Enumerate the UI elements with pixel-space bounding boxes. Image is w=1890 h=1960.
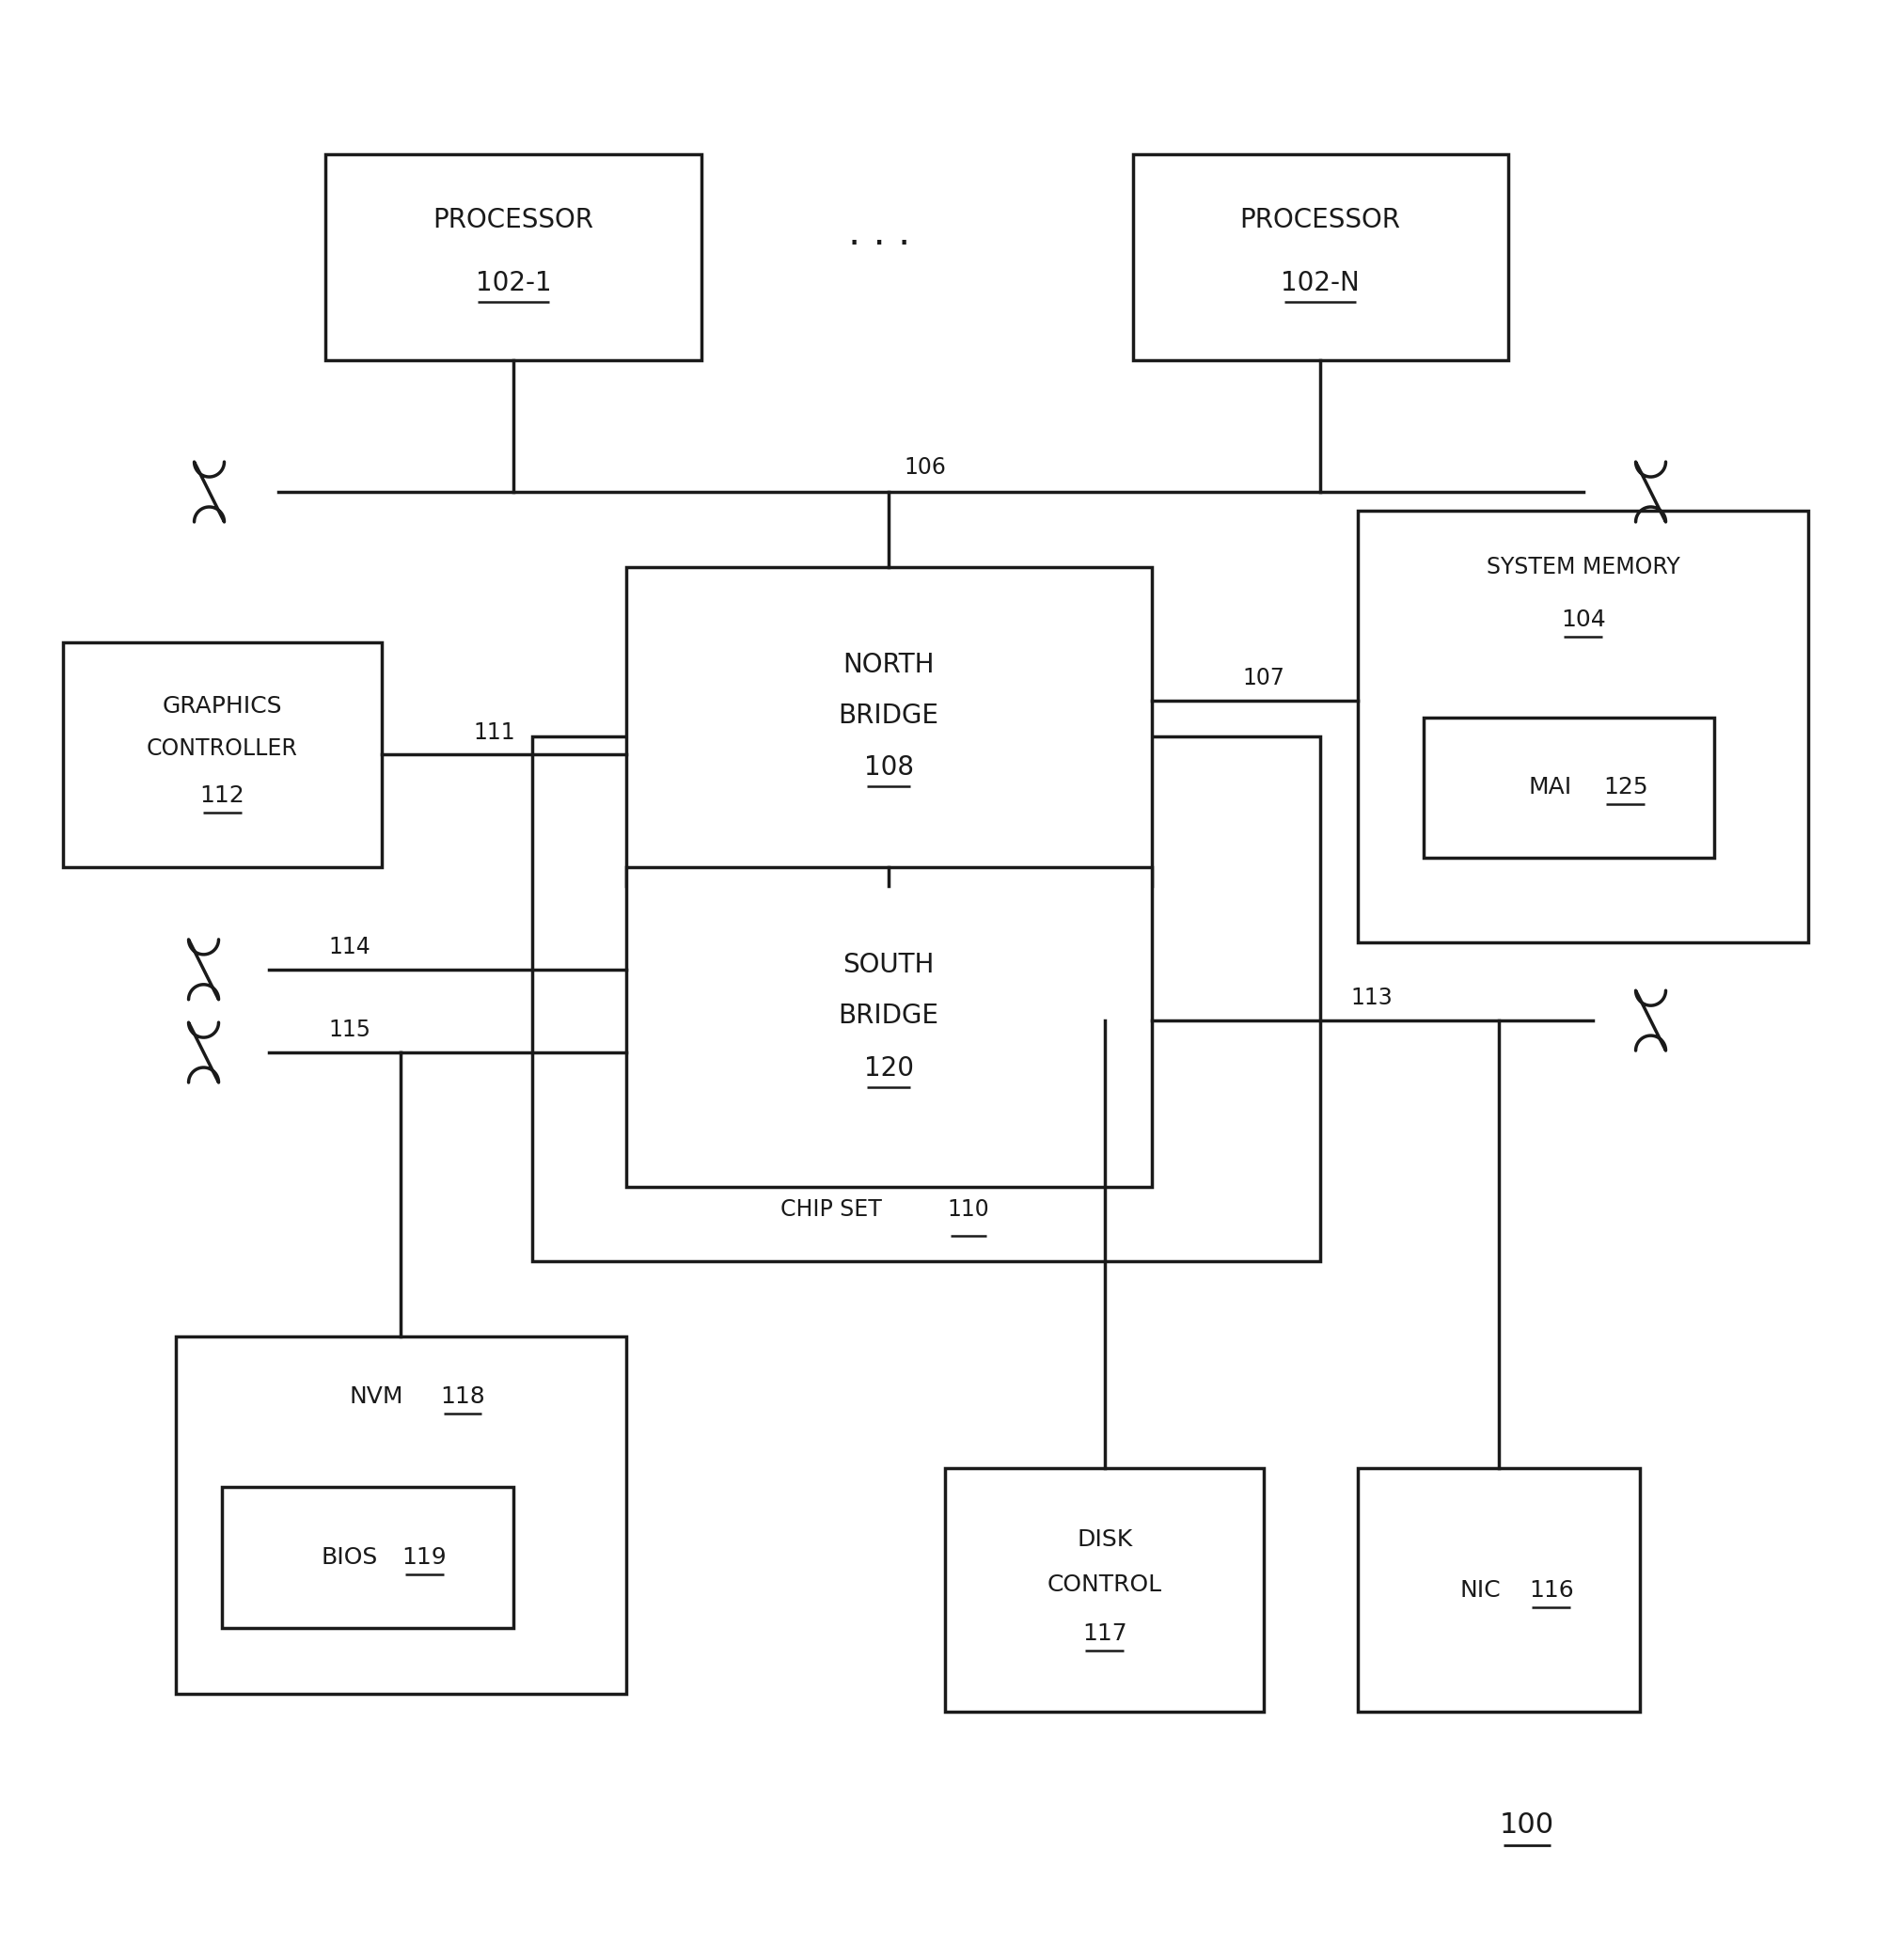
Bar xyxy=(1423,717,1714,858)
Text: MAI: MAI xyxy=(1529,776,1572,800)
Bar xyxy=(325,155,701,361)
Text: 108: 108 xyxy=(864,755,913,780)
Text: GRAPHICS: GRAPHICS xyxy=(163,694,282,717)
Text: PROCESSOR: PROCESSOR xyxy=(433,206,593,233)
Text: 116: 116 xyxy=(1529,1580,1574,1601)
Text: 112: 112 xyxy=(200,784,246,808)
Text: DISK: DISK xyxy=(1077,1529,1132,1550)
Bar xyxy=(1132,155,1508,361)
Text: 107: 107 xyxy=(1244,666,1285,690)
Text: SYSTEM MEMORY: SYSTEM MEMORY xyxy=(1486,557,1680,578)
Text: 125: 125 xyxy=(1603,776,1648,800)
Text: SOUTH: SOUTH xyxy=(843,953,934,978)
Text: BRIDGE: BRIDGE xyxy=(839,1002,939,1029)
Text: 110: 110 xyxy=(947,1198,990,1221)
Text: . . .: . . . xyxy=(849,214,911,253)
Bar xyxy=(223,1488,514,1627)
Text: 120: 120 xyxy=(864,1054,913,1082)
Text: PROCESSOR: PROCESSOR xyxy=(1240,206,1400,233)
Text: CONTROLLER: CONTROLLER xyxy=(147,737,299,760)
Bar xyxy=(176,1337,626,1693)
Text: 113: 113 xyxy=(1351,986,1393,1009)
Bar xyxy=(1357,512,1809,943)
Text: NORTH: NORTH xyxy=(843,651,934,678)
Text: BRIDGE: BRIDGE xyxy=(839,702,939,729)
Bar xyxy=(945,1468,1264,1713)
Text: 115: 115 xyxy=(329,1019,370,1041)
Bar xyxy=(1357,1468,1639,1713)
Bar xyxy=(62,643,382,868)
Text: 104: 104 xyxy=(1561,608,1606,631)
Text: 119: 119 xyxy=(403,1546,446,1568)
Text: 118: 118 xyxy=(440,1386,486,1407)
Text: NIC: NIC xyxy=(1459,1580,1501,1601)
Text: CONTROL: CONTROL xyxy=(1047,1574,1162,1595)
Text: 106: 106 xyxy=(903,457,945,478)
Bar xyxy=(626,868,1151,1186)
Bar xyxy=(533,735,1321,1262)
Text: 111: 111 xyxy=(474,721,516,743)
Bar xyxy=(626,566,1151,886)
Text: BIOS: BIOS xyxy=(321,1546,378,1568)
Text: NVM: NVM xyxy=(350,1386,403,1407)
Text: CHIP SET: CHIP SET xyxy=(781,1198,883,1221)
Text: 102-1: 102-1 xyxy=(476,270,552,296)
Text: 117: 117 xyxy=(1083,1623,1126,1644)
Text: 100: 100 xyxy=(1499,1811,1554,1838)
Text: 114: 114 xyxy=(329,935,370,958)
Text: 102-N: 102-N xyxy=(1281,270,1359,296)
